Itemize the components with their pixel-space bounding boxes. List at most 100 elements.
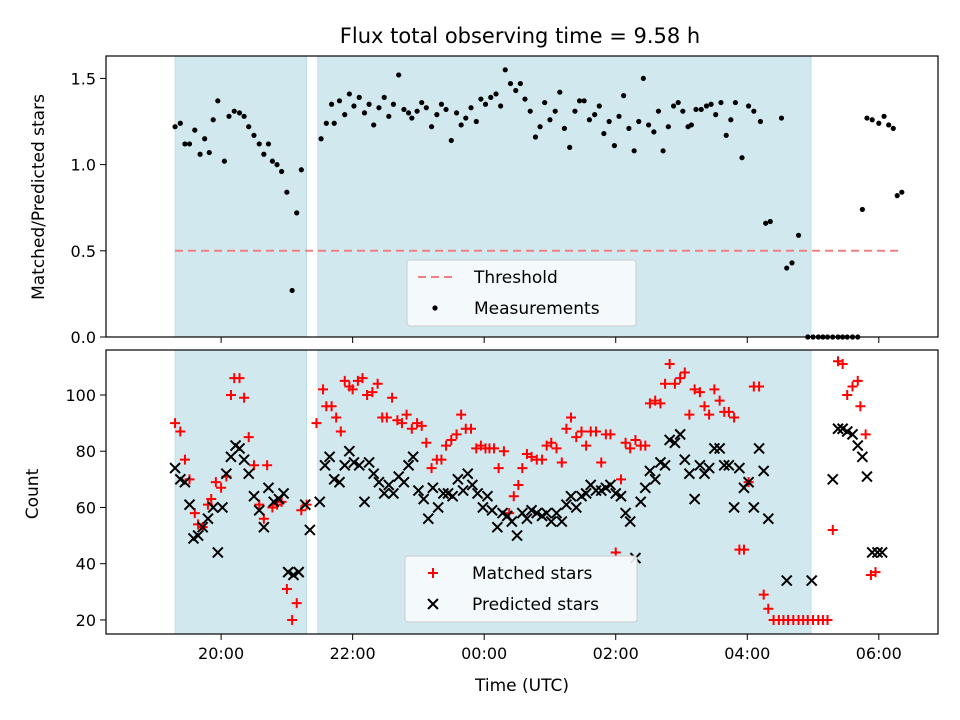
matched-star-point bbox=[367, 387, 378, 398]
matched-star-point bbox=[855, 401, 866, 412]
measurement-point bbox=[318, 136, 324, 142]
measurement-point bbox=[680, 108, 686, 114]
y-tick-label: 40 bbox=[76, 555, 96, 574]
matched-star-point bbox=[822, 614, 833, 625]
measurement-point bbox=[206, 149, 212, 156]
measurement-point bbox=[498, 103, 504, 109]
predicted-stars-series bbox=[169, 423, 888, 587]
predicted-star-point bbox=[570, 501, 582, 514]
measurement-point bbox=[655, 108, 662, 114]
matched-star-point bbox=[704, 409, 715, 420]
measurement-point bbox=[371, 122, 377, 128]
predicted-star-point bbox=[506, 515, 518, 528]
measurement-point bbox=[513, 87, 519, 94]
bottom-panel: 20 40 60 80 100 20:00 22:00 00:00 02:00 04:00 06:… bbox=[23, 349, 939, 696]
predicted-star-point bbox=[196, 521, 209, 533]
matched-star-point bbox=[837, 359, 848, 370]
predicted-star-point bbox=[363, 456, 375, 469]
measurement-point bbox=[713, 112, 719, 118]
measurement-point bbox=[488, 94, 494, 100]
measurement-point bbox=[401, 106, 407, 113]
predicted-star-point bbox=[243, 468, 255, 480]
predicted-star-point bbox=[713, 442, 726, 455]
measurement-point bbox=[527, 108, 533, 114]
matched-star-point bbox=[758, 589, 769, 600]
matched-star-point bbox=[331, 412, 342, 423]
measurement-point bbox=[414, 108, 420, 114]
measurement-point bbox=[640, 75, 646, 82]
predicted-star-point bbox=[679, 453, 691, 466]
matched-star-point bbox=[416, 420, 427, 431]
predicted-star-point bbox=[293, 566, 305, 578]
measurement-point bbox=[581, 98, 587, 104]
measurement-point bbox=[601, 130, 607, 137]
predicted-star-point bbox=[238, 453, 250, 466]
measurement-point bbox=[502, 67, 508, 73]
matched-star-point bbox=[675, 373, 686, 384]
predicted-star-point bbox=[220, 468, 233, 480]
predicted-star-point bbox=[688, 493, 701, 505]
measurement-point bbox=[473, 118, 479, 125]
matched-star-point bbox=[508, 491, 519, 502]
predicted-star-point bbox=[856, 451, 869, 463]
matched-star-point bbox=[513, 479, 524, 490]
matched-star-point bbox=[347, 384, 358, 395]
measurement-point bbox=[236, 110, 243, 116]
y-tick-label: 0.0 bbox=[71, 328, 96, 347]
measurement-point bbox=[251, 132, 257, 138]
measurement-point bbox=[289, 287, 295, 294]
predicted-star-point bbox=[417, 493, 430, 505]
predicted-star-point bbox=[407, 451, 419, 463]
matched-star-point bbox=[426, 463, 437, 474]
predicted-star-point bbox=[248, 490, 260, 502]
measurement-point bbox=[265, 141, 272, 147]
predicted-star-point bbox=[694, 459, 706, 471]
matched-star-point bbox=[561, 423, 572, 434]
predicted-star-point bbox=[832, 423, 844, 435]
measurement-point bbox=[361, 110, 368, 116]
matched-star-point bbox=[738, 544, 749, 555]
matched-star-point bbox=[281, 584, 292, 595]
legend-label: Measurements bbox=[474, 299, 600, 319]
predicted-star-point bbox=[466, 479, 479, 491]
matched-star-point bbox=[660, 378, 671, 389]
matched-star-point bbox=[234, 373, 245, 384]
predicted-star-point bbox=[253, 504, 265, 516]
matched-star-point bbox=[860, 429, 871, 440]
predicted-star-point bbox=[806, 574, 818, 587]
measurement-point bbox=[493, 91, 499, 97]
predicted-star-point bbox=[846, 428, 859, 441]
predicted-star-point bbox=[723, 459, 735, 471]
measurement-point bbox=[434, 112, 440, 118]
top-plot-frame bbox=[105, 55, 939, 338]
predicted-star-point bbox=[718, 459, 730, 471]
matched-star-point bbox=[441, 440, 452, 451]
measurement-point bbox=[390, 101, 397, 107]
measurement-point bbox=[631, 148, 637, 154]
matched-star-point bbox=[387, 392, 398, 403]
measurement-point bbox=[197, 151, 203, 157]
top-legend: Threshold Measurements bbox=[406, 259, 637, 327]
predicted-star-point bbox=[169, 462, 181, 474]
matched-star-point bbox=[335, 426, 346, 437]
measurement-point bbox=[419, 99, 425, 106]
matched-star-point bbox=[870, 567, 881, 578]
measurement-point bbox=[784, 265, 790, 271]
matched-star-point bbox=[498, 446, 509, 457]
predicted-star-point bbox=[742, 476, 755, 488]
matched-star-point bbox=[537, 454, 548, 465]
measurement-point bbox=[468, 105, 474, 111]
measurement-point bbox=[586, 117, 593, 123]
measurement-point bbox=[864, 115, 870, 121]
predicted-star-point bbox=[639, 482, 652, 494]
matched-star-point bbox=[248, 460, 259, 471]
matched-star-point bbox=[216, 482, 227, 493]
predicted-star-point bbox=[649, 473, 661, 486]
measurement-point bbox=[409, 115, 415, 121]
measurement-point bbox=[463, 115, 469, 121]
matched-star-point bbox=[326, 401, 337, 412]
predicted-star-point bbox=[871, 546, 884, 559]
measurement-point bbox=[210, 117, 216, 123]
measurement-point bbox=[660, 148, 666, 154]
